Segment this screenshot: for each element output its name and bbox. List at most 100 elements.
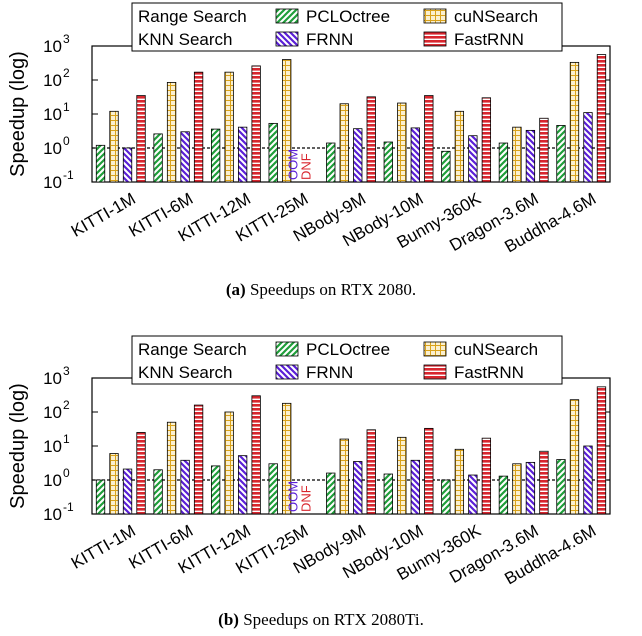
y-tick-exponent: 2 (63, 66, 70, 80)
bar-cunsearch (282, 402, 292, 515)
bar-frnn (583, 445, 593, 515)
y-tick-label: 10 (43, 173, 62, 192)
caption-b-text: Speedups on RTX 2080Ti. (243, 610, 424, 629)
y-tick-label: 10 (43, 403, 62, 422)
bar-fastrnn (424, 95, 434, 183)
y-tick-exponent: -1 (63, 500, 74, 514)
bar-cunsearch (397, 102, 407, 183)
bar-pcloctree (441, 479, 451, 515)
bar-pcloctree (556, 459, 566, 515)
y-tick-exponent: -1 (63, 168, 74, 182)
bar-frnn (237, 126, 248, 183)
bar-frnn (468, 135, 478, 183)
bar-frnn (180, 459, 190, 515)
caption-b: (b) Speedups on RTX 2080Ti. (0, 610, 642, 630)
bar-fastrnn (424, 427, 434, 515)
bar-fastrnn (136, 432, 146, 515)
bar-frnn (468, 474, 478, 515)
legend-group-knn: KNN Search (138, 30, 232, 49)
bar-frnn (122, 468, 133, 515)
y-tick-label: 10 (43, 105, 62, 124)
bar-fastrnn (481, 97, 492, 183)
y-tick-label: 10 (43, 471, 62, 490)
legend-label-frnn: FRNN (306, 30, 353, 49)
bar-frnn (410, 459, 420, 515)
y-tick-label: 10 (43, 505, 62, 524)
bar-fastrnn (539, 450, 549, 515)
y-tick-exponent: 0 (63, 466, 70, 480)
legend-label-pcloctree: PCLOctree (306, 340, 390, 359)
legend-group-range: Range Search (138, 7, 247, 26)
annotation-dnf: DNF (298, 485, 313, 512)
bar-fastrnn (193, 71, 204, 183)
bar-fastrnn (539, 117, 549, 183)
bar-pcloctree (556, 125, 566, 183)
bar-frnn (525, 461, 536, 515)
bar-cunsearch (339, 103, 349, 183)
legend-label-fastrnn: FastRNN (454, 30, 524, 49)
bar-cunsearch (454, 110, 465, 183)
bar-pcloctree (153, 133, 163, 183)
x-tick-label: KITTI-1M (68, 521, 139, 573)
bar-cunsearch (339, 438, 349, 515)
bar-cunsearch (569, 399, 580, 515)
annotation-dnf: DNF (298, 153, 313, 180)
bar-fastrnn (366, 96, 376, 183)
bar-frnn (525, 129, 536, 183)
bar-fastrnn (251, 395, 261, 515)
bar-pcloctree (326, 472, 336, 515)
bar-fastrnn (596, 54, 607, 183)
bar-pcloctree (498, 475, 509, 515)
caption-a: (a) Speedups on RTX 2080. (0, 280, 642, 300)
legend-box (131, 2, 563, 52)
bar-pcloctree (95, 479, 106, 515)
bar-fastrnn (481, 437, 492, 515)
bar-cunsearch (224, 411, 234, 515)
bar-pcloctree (441, 150, 451, 183)
y-axis-label: Speedup (log) (7, 51, 29, 177)
y-axis-label: Speedup (log) (7, 383, 29, 509)
y-tick-label: 10 (43, 437, 62, 456)
y-tick-exponent: 1 (63, 432, 70, 446)
bar-pcloctree (498, 142, 509, 183)
bar-cunsearch (454, 448, 465, 515)
bar-frnn (583, 112, 593, 183)
bar-pcloctree (210, 128, 221, 183)
y-tick-exponent: 3 (63, 364, 70, 378)
bar-pcloctree (268, 122, 278, 183)
bar-fastrnn (596, 386, 607, 515)
bar-cunsearch (282, 59, 292, 183)
annotation-oom: OOM (285, 149, 300, 180)
bar-pcloctree (383, 473, 393, 515)
legend-swatch-pcloctree (275, 341, 299, 357)
y-tick-exponent: 1 (63, 100, 70, 114)
y-tick-exponent: 2 (63, 398, 70, 412)
bar-cunsearch (512, 463, 522, 515)
annotation-oom: OOM (285, 481, 300, 512)
legend-label-fastrnn: FastRNN (454, 363, 524, 382)
y-tick-label: 10 (43, 369, 62, 388)
bar-pcloctree (95, 144, 106, 183)
caption-a-tag: (a) (225, 280, 246, 299)
caption-b-tag: (b) (218, 610, 239, 629)
bar-fastrnn (136, 95, 146, 183)
legend-swatch-pcloctree (275, 8, 299, 24)
y-tick-exponent: 0 (63, 134, 70, 148)
y-tick-label: 10 (43, 139, 62, 158)
bar-cunsearch (224, 71, 234, 183)
y-tick-label: 10 (43, 37, 62, 56)
bar-frnn (353, 461, 363, 515)
legend-group-range: Range Search (138, 340, 247, 359)
legend-swatch-fastrnn (423, 31, 447, 47)
legend-label-frnn: FRNN (306, 363, 353, 382)
bar-cunsearch (397, 436, 407, 515)
legend-group-knn: KNN Search (138, 363, 232, 382)
caption-a-text: Speedups on RTX 2080. (249, 280, 417, 299)
bar-frnn (237, 455, 248, 515)
bar-pcloctree (210, 465, 221, 515)
bar-cunsearch (512, 126, 522, 183)
bar-pcloctree (153, 469, 163, 515)
legend-label-cunsearch: cuNSearch (454, 7, 538, 26)
bar-cunsearch (109, 110, 119, 183)
bar-pcloctree (383, 141, 393, 183)
